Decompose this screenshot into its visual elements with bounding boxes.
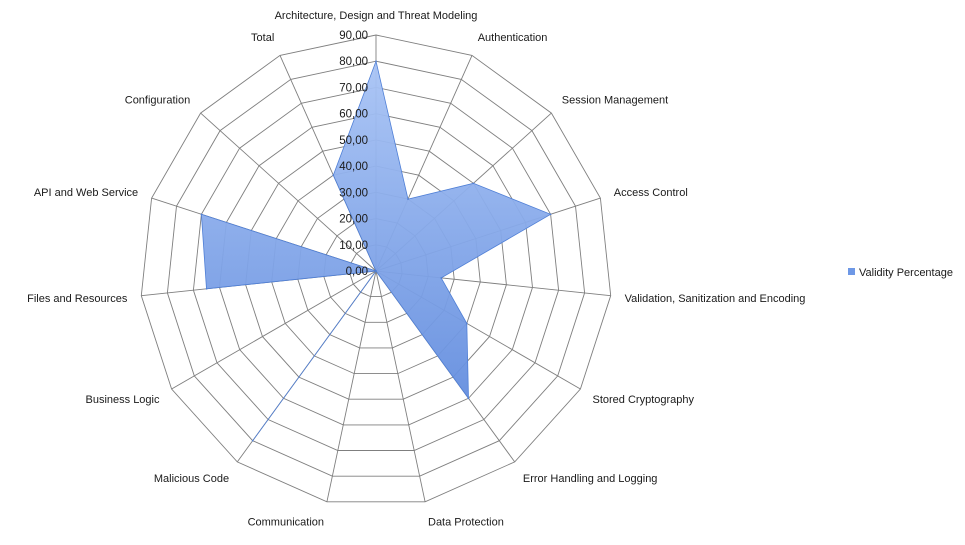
category-label: API and Web Service xyxy=(34,187,138,199)
tick-label: 0,00 xyxy=(346,266,368,278)
tick-label: 40,00 xyxy=(339,161,368,173)
category-label: Authentication xyxy=(478,32,548,44)
category-label: Validation, Sanitization and Encoding xyxy=(625,293,806,305)
category-label: Communication xyxy=(248,517,324,529)
tick-label: 70,00 xyxy=(339,82,368,94)
category-labels: Architecture, Design and Threat Modeling… xyxy=(27,10,805,529)
tick-label: 10,00 xyxy=(339,240,368,252)
category-label: Configuration xyxy=(125,95,190,107)
grid-ring xyxy=(166,60,586,477)
series-point xyxy=(440,277,443,279)
category-label: Session Management xyxy=(562,95,668,107)
tick-label: 50,00 xyxy=(339,135,368,147)
spoke-line xyxy=(171,270,377,390)
category-label: Malicious Code xyxy=(154,473,229,485)
series-point xyxy=(251,439,254,442)
legend-label: Validity Percentage xyxy=(859,267,953,279)
series-point xyxy=(200,213,203,216)
category-label: Architecture, Design and Threat Modeling xyxy=(275,10,478,22)
series-point xyxy=(407,198,409,200)
series-point xyxy=(332,174,335,176)
series-layer xyxy=(200,59,552,442)
category-label: Total xyxy=(251,32,274,44)
grid-ring xyxy=(192,86,560,451)
category-label: Files and Resources xyxy=(27,293,128,305)
series-point xyxy=(472,182,475,185)
grid-ring xyxy=(140,34,612,503)
category-label: Data Protection xyxy=(428,517,504,529)
spoke-line xyxy=(326,270,377,502)
tick-label: 30,00 xyxy=(339,187,368,199)
legend: Validity Percentage xyxy=(848,267,953,279)
series-point xyxy=(375,270,377,272)
tick-label: 20,00 xyxy=(339,214,368,226)
category-label: Access Control xyxy=(614,187,688,199)
spoke-line xyxy=(375,270,426,502)
category-label: Stored Cryptography xyxy=(593,394,695,406)
category-label: Error Handling and Logging xyxy=(523,473,658,485)
spoke-line xyxy=(200,112,377,272)
tick-labels: 0,00 10,00 20,00 30,00 40,00 50,00 60,00 70,00 8… xyxy=(339,30,368,278)
series-point xyxy=(467,397,470,400)
tick-label: 80,00 xyxy=(339,56,368,68)
grid-ring xyxy=(219,113,533,426)
series-point xyxy=(549,213,552,216)
tick-label: 90,00 xyxy=(339,30,368,42)
series-point xyxy=(375,60,377,62)
series-point xyxy=(205,288,208,290)
legend-swatch xyxy=(848,268,855,275)
series-area xyxy=(200,59,552,441)
series-point xyxy=(466,322,468,325)
tick-label: 60,00 xyxy=(339,109,368,121)
category-label: Business Logic xyxy=(86,394,160,406)
